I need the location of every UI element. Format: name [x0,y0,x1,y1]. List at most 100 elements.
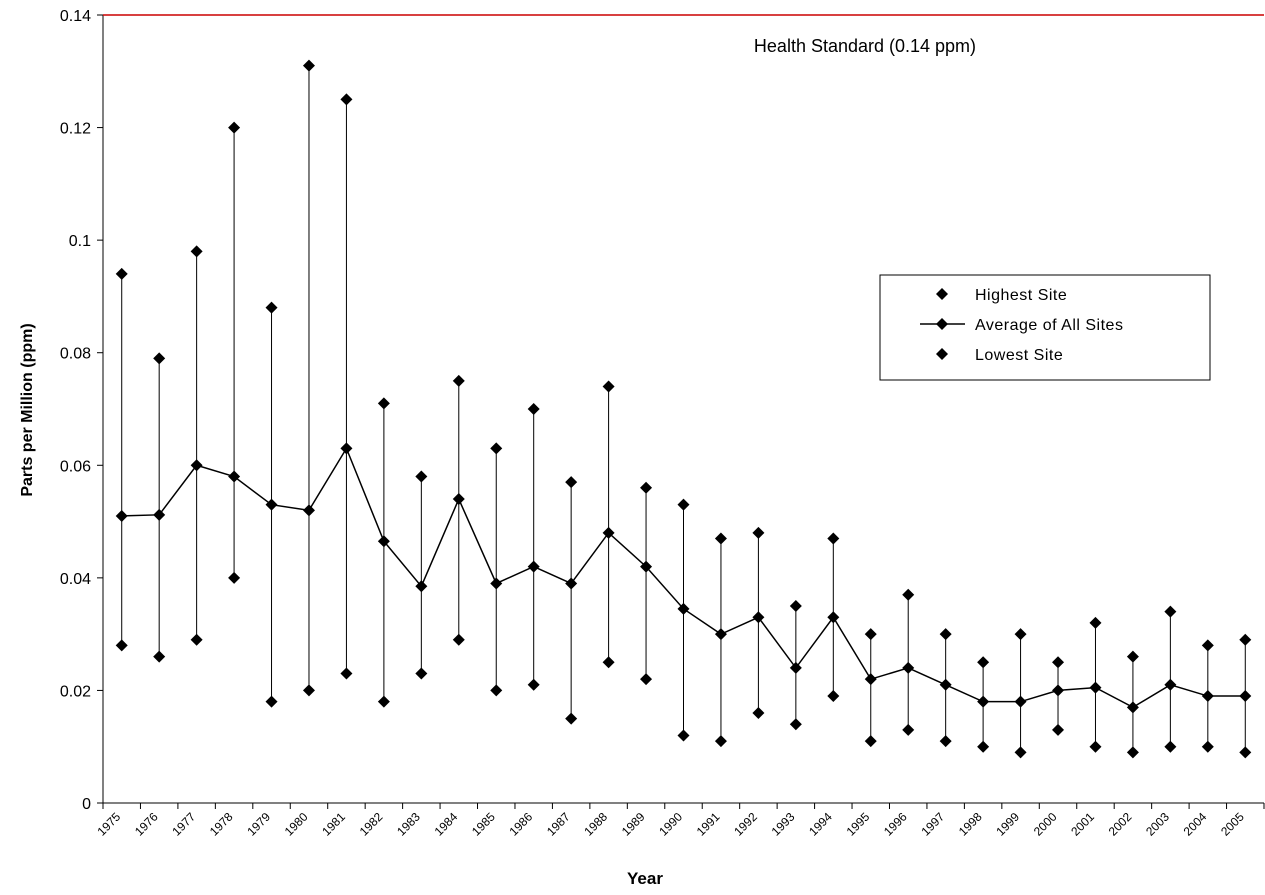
standard-label: Health Standard (0.14 ppm) [754,36,976,56]
marker [677,602,690,615]
marker [302,684,315,697]
marker [415,470,428,483]
marker [452,374,465,387]
marker [190,633,203,646]
y-tick-label: 0 [82,796,91,813]
marker [902,661,915,674]
marker [228,571,241,584]
x-tick-label: 2001 [1068,810,1097,839]
marker [1201,740,1214,753]
y-tick-label: 0.08 [60,346,91,363]
marker [340,667,353,680]
x-tick-label: 1982 [357,810,386,839]
marker [864,628,877,641]
marker [190,245,203,258]
marker [1164,740,1177,753]
x-tick-label: 1996 [881,810,910,839]
marker [452,493,465,506]
legend-box [879,274,1211,381]
marker [302,59,315,72]
marker [340,442,353,455]
marker [377,397,390,410]
marker [640,673,653,686]
marker [153,352,166,365]
y-tick-label: 0.1 [69,233,91,250]
y-tick-label: 0.02 [60,683,91,700]
marker [377,535,390,548]
marker [714,628,727,641]
marker [452,633,465,646]
x-tick-label: 2005 [1218,810,1247,839]
legend-label: Lowest Site [975,347,1063,364]
marker [265,301,278,314]
marker [752,526,765,539]
marker [640,481,653,494]
marker [602,380,615,393]
marker [752,706,765,719]
marker [827,690,840,703]
marker [490,442,503,455]
marker [677,498,690,511]
x-tick-label: 1980 [282,810,311,839]
marker [789,600,802,612]
marker [565,476,578,489]
x-tick-label: 1988 [581,810,610,839]
marker [714,532,727,545]
marker [977,695,990,708]
x-tick-label: 1984 [432,810,461,839]
marker [1239,746,1252,759]
legend-marker [936,318,948,330]
marker [565,712,578,725]
marker [827,611,840,624]
marker [265,498,278,511]
marker [1201,639,1214,652]
marker [902,588,915,601]
marker [1014,746,1027,759]
x-tick-label: 1983 [394,810,423,839]
x-axis-title: Year [627,869,663,888]
marker [490,577,503,590]
marker [527,403,540,415]
marker [1164,678,1177,691]
marker [864,735,877,748]
marker [977,656,990,669]
marker [977,740,990,753]
marker [190,459,203,472]
y-tick-label: 0.12 [60,121,91,138]
marker [902,723,915,736]
x-tick-label: 2004 [1181,810,1210,839]
marker [1089,740,1102,753]
x-tick-label: 2002 [1106,810,1135,839]
x-tick-label: 1977 [169,810,198,839]
x-tick-label: 2000 [1031,810,1060,839]
marker [602,656,615,669]
marker [789,718,802,731]
marker [228,470,241,483]
marker [527,678,540,691]
x-tick-label: 1997 [918,810,947,839]
marker [1126,746,1139,759]
marker [1052,723,1065,736]
marker [415,667,428,680]
x-tick-label: 1986 [506,810,535,839]
marker [1164,605,1177,618]
x-tick-label: 1993 [769,810,798,839]
marker [490,684,503,697]
y-tick-label: 0.06 [60,458,91,475]
x-tick-label: 1978 [207,810,236,839]
marker [1014,628,1027,641]
x-tick-label: 1992 [731,810,760,839]
marker [265,695,278,708]
marker [1089,681,1102,694]
marker [602,526,615,539]
y-tick-label: 0.04 [60,571,91,588]
x-tick-label: 1998 [956,810,985,839]
marker [340,93,353,106]
marker [827,532,840,545]
marker [115,639,128,652]
marker [115,267,128,280]
legend-marker [936,348,948,360]
x-tick-label: 1999 [993,810,1022,839]
marker [153,650,166,663]
